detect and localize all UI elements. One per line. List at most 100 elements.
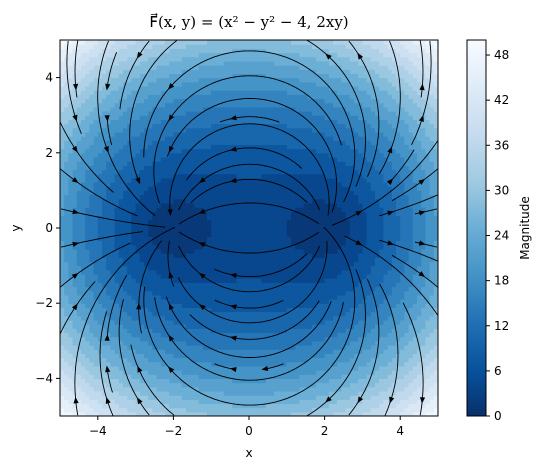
streamline-arrow [135, 177, 141, 185]
streamline [219, 116, 280, 123]
streamline [391, 168, 438, 202]
streamline-arrow [387, 146, 393, 154]
streamline [60, 168, 138, 217]
streamline-arrow [103, 145, 109, 153]
streamline-arrow [104, 115, 110, 122]
streamline [119, 40, 150, 110]
colorbar-tick-label: 12 [494, 319, 509, 333]
colorbar-tick-label: 48 [494, 48, 509, 62]
streamline [331, 140, 438, 226]
x-tick-label: 0 [245, 424, 253, 438]
streamline [143, 227, 356, 406]
streamline-arrow [418, 210, 426, 216]
streamline-arrow [355, 239, 363, 246]
streamline-arrow [72, 209, 80, 215]
streamline-arrow [73, 396, 79, 404]
streamline [153, 75, 342, 204]
streamline [348, 279, 380, 416]
streamline-arrow [389, 396, 395, 404]
streamline-arrow [168, 114, 175, 122]
streamline [166, 98, 338, 213]
y-tick-label: 0 [45, 221, 53, 235]
streamline-arrow [167, 83, 175, 90]
streamline [169, 123, 330, 216]
streamline [74, 227, 175, 416]
streamline-arrow [104, 334, 110, 341]
streamline-arrow [71, 177, 79, 184]
streamline-arrow [168, 303, 174, 311]
streamline-arrow [71, 303, 78, 311]
streamline [264, 363, 284, 370]
colorbar-tick-label: 6 [494, 364, 502, 378]
streamline-arrow [105, 365, 111, 373]
streamlines [60, 40, 438, 416]
x-tick-label: −2 [165, 424, 183, 438]
streamline-arrow [168, 145, 174, 153]
streamline [143, 50, 356, 203]
y-tick-label: 4 [45, 71, 53, 85]
x-tick-label: 2 [321, 424, 329, 438]
streamline [344, 235, 438, 316]
streamline-arrow [72, 241, 80, 247]
colorbar-tick-label: 24 [494, 229, 509, 243]
x-tick-label: −4 [89, 424, 107, 438]
streamline [391, 254, 438, 288]
streamline [379, 283, 399, 416]
streamline [130, 344, 175, 416]
streamline-arrow [167, 366, 175, 373]
streamline-arrow [386, 178, 394, 185]
streamline-arrow [357, 52, 364, 60]
streamline-arrow [71, 145, 78, 153]
streamline-arrow [72, 83, 79, 91]
streamline-arrow [167, 209, 173, 216]
streamline-arrow [136, 397, 143, 405]
streamline [129, 40, 178, 182]
streamline-arrow [105, 83, 111, 91]
colorbar-gradient [466, 39, 487, 417]
streamline [378, 40, 401, 175]
y-axis: −4 −2 0 2 4 [35, 71, 60, 385]
streamline-arrow [136, 51, 143, 59]
streamline-arrow [168, 334, 175, 342]
streamline-arrow [198, 208, 206, 214]
streamline-arrow [229, 273, 237, 279]
streamline-arrow [198, 242, 206, 248]
streamline [178, 245, 321, 293]
streamline-arrow [418, 271, 426, 278]
streamline [414, 208, 438, 215]
streamline [138, 240, 162, 334]
streamline-arrow [387, 240, 395, 246]
streamline-arrow [168, 271, 174, 279]
streamline-arrow [419, 397, 426, 404]
streamline-arrow [355, 210, 363, 217]
streamline-arrow [229, 366, 237, 373]
streamline [106, 118, 113, 146]
streamline [106, 274, 128, 338]
streamline-arrow [199, 177, 206, 184]
streamline-arrow [418, 114, 424, 122]
streamline [411, 41, 432, 146]
streamline [390, 149, 415, 182]
y-axis-label: y [9, 224, 23, 231]
y-tick-label: 2 [45, 146, 53, 160]
x-axis: −4 −2 0 2 4 [89, 416, 404, 438]
streamline [186, 147, 303, 181]
colorbar-tick-label: 42 [494, 93, 509, 107]
streamline-arrow [71, 272, 79, 279]
plot-area [60, 40, 438, 416]
colorbar-tick-label: 30 [494, 183, 509, 197]
streamline-arrow [137, 365, 143, 373]
x-tick-label: 4 [396, 424, 404, 438]
colorbar-tick-label: 36 [494, 138, 509, 152]
magnitude-heatmap [60, 40, 438, 416]
colorbar-tick-label: 18 [494, 274, 509, 288]
streamline-arrow [229, 115, 237, 121]
colorbar-tick-label: 0 [494, 409, 502, 423]
streamline [214, 299, 284, 309]
streamline [60, 242, 131, 288]
streamline-arrow [199, 304, 206, 311]
y-tick-label: −4 [35, 371, 53, 385]
streamline-arrow [357, 396, 364, 404]
streamline-arrow [229, 177, 237, 183]
streamline [348, 40, 380, 177]
